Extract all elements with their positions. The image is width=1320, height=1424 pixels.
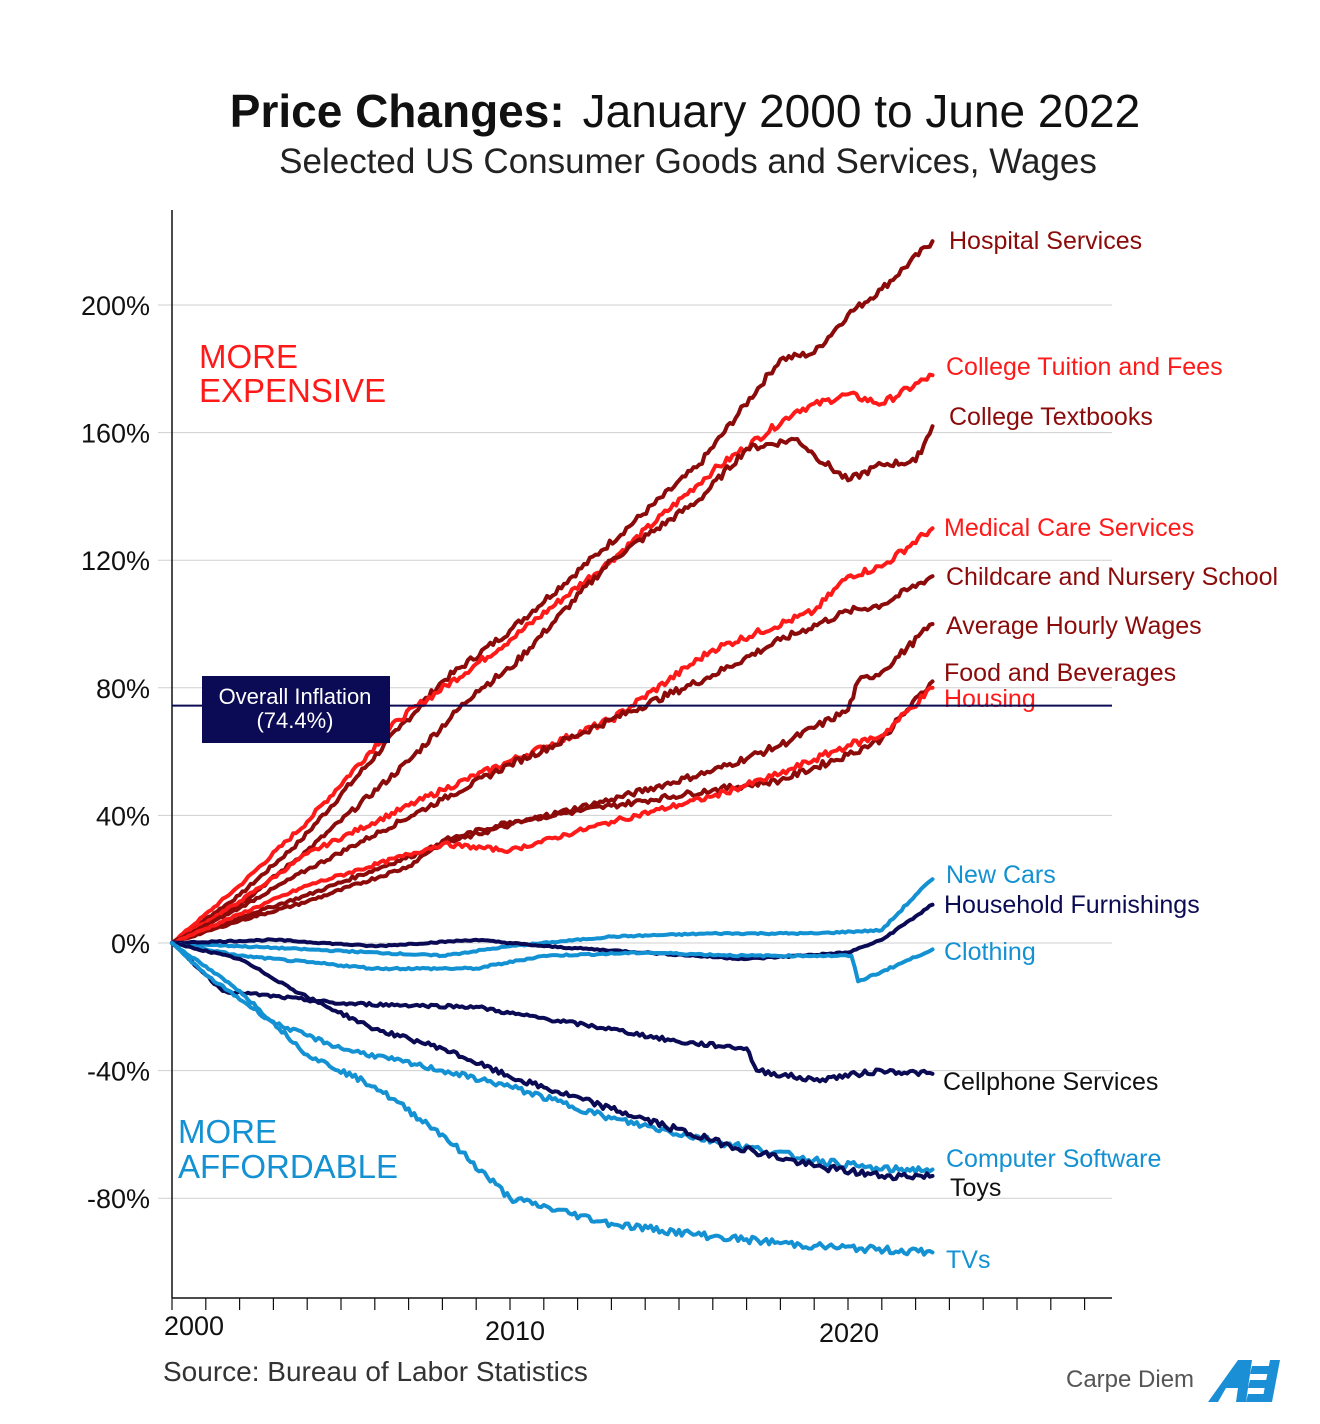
brand-text: Carpe Diem <box>1066 1366 1195 1393</box>
series-label: College Textbooks <box>949 403 1153 431</box>
inflation-label: Overall Inflation <box>219 684 372 709</box>
more-affordable-annotation: MORE <box>178 1113 277 1150</box>
series-line-hospital-services <box>170 239 935 945</box>
series-line-college-tuition-and-fees <box>170 372 935 945</box>
series-label: Housing <box>944 685 1036 713</box>
y-tick-label: 160% <box>81 419 150 449</box>
x-tick-label: 2020 <box>819 1318 879 1348</box>
x-tick-label: 2010 <box>485 1316 545 1346</box>
title-bold: Price Changes: <box>229 85 565 137</box>
series-label: Computer Software <box>946 1145 1161 1173</box>
more-expensive-annotation: MORE <box>199 338 298 375</box>
series-label: Toys <box>950 1174 1001 1202</box>
y-tick-label: -80% <box>87 1184 150 1214</box>
y-tick-label: 40% <box>96 801 150 831</box>
more-expensive-annotation: EXPENSIVE <box>199 372 386 409</box>
series-label: Childcare and Nursery School <box>946 563 1278 591</box>
series-label: Hospital Services <box>949 227 1142 255</box>
y-tick-label: -40% <box>87 1057 150 1087</box>
y-tick-label: 120% <box>81 546 150 576</box>
series-label: Household Furnishings <box>944 891 1200 919</box>
series-label: TVs <box>946 1246 990 1274</box>
series-line-clothing <box>170 941 935 984</box>
inflation-value: (74.4%) <box>256 708 333 733</box>
series-label: Average Hourly Wages <box>946 612 1202 640</box>
title-rest: January 2000 to June 2022 <box>582 85 1141 137</box>
source-note: Source: Bureau of Labor Statistics <box>163 1356 588 1387</box>
series-line-new-cars <box>170 877 935 959</box>
aei-logo <box>1208 1360 1280 1402</box>
series-line-computer-software <box>170 941 935 1175</box>
series-line-cellphone-services <box>170 941 935 1084</box>
series-label: Medical Care Services <box>944 514 1194 542</box>
series-line-food-and-beverages <box>170 679 935 945</box>
series-label: New Cars <box>946 861 1056 889</box>
more-affordable-annotation: AFFORDABLE <box>178 1148 398 1185</box>
series-label: Food and Beverages <box>944 659 1176 687</box>
series-line-toys <box>170 941 935 1182</box>
series-line-housing <box>170 685 935 945</box>
series-label: Clothing <box>944 938 1036 966</box>
chart-title: Price Changes: January 2000 to June 2022 <box>0 84 1320 138</box>
inflation-label-box <box>202 676 390 743</box>
x-tick-label: 2000 <box>164 1311 224 1341</box>
series-line-medical-care-services <box>170 526 935 945</box>
chart-subtitle: Selected US Consumer Goods and Services,… <box>279 142 1097 181</box>
series-line-tvs <box>170 941 935 1257</box>
series-line-childcare-and-nursery-school <box>170 574 935 945</box>
y-tick-label: 0% <box>111 929 150 959</box>
series-label: College Tuition and Fees <box>946 353 1223 381</box>
y-tick-label: 80% <box>96 674 150 704</box>
series-label: Cellphone Services <box>943 1068 1158 1096</box>
y-tick-label: 200% <box>81 291 150 321</box>
